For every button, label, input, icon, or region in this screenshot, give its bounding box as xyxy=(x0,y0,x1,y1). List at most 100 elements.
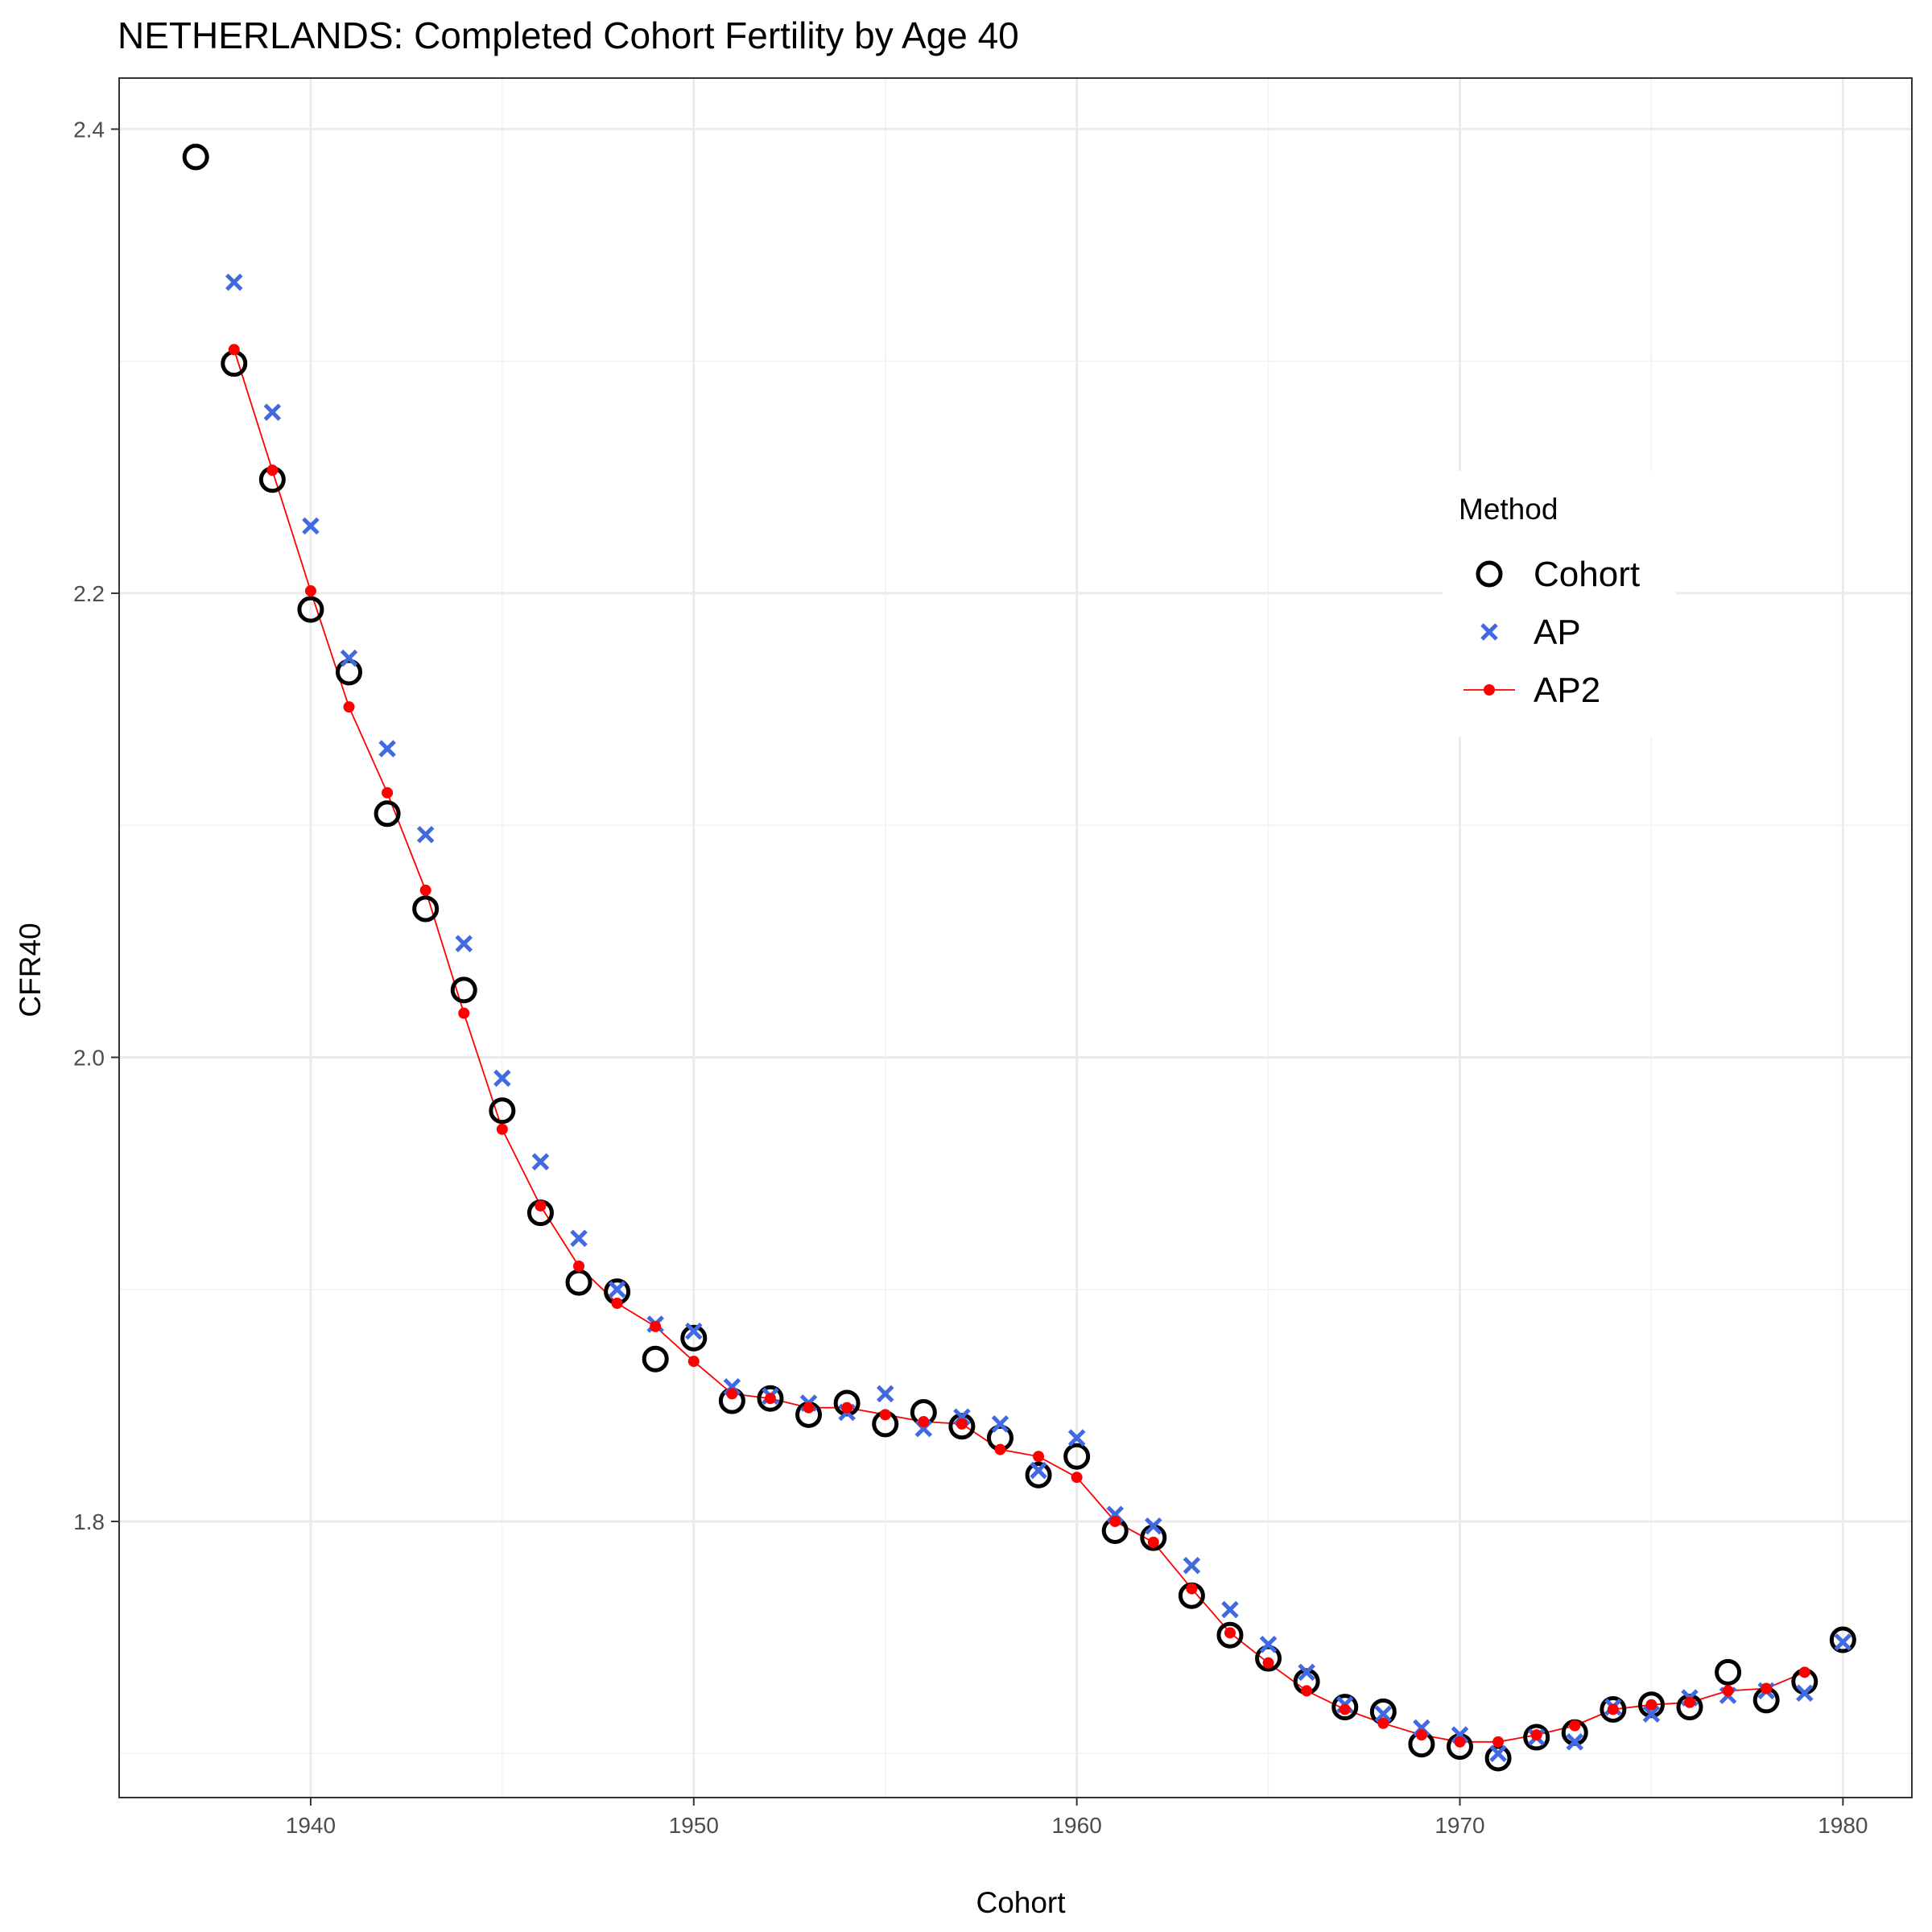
cohort-point xyxy=(1063,1443,1091,1470)
ap2-point xyxy=(841,1402,853,1414)
cohort-point xyxy=(1523,1724,1550,1751)
x-tick-label: 1980 xyxy=(1818,1813,1868,1838)
legend-label: AP xyxy=(1534,613,1581,652)
ap2-point xyxy=(726,1388,738,1400)
ap2-point xyxy=(650,1320,662,1332)
ap2-point xyxy=(535,1199,547,1212)
ap-point xyxy=(1374,1705,1393,1723)
ap-point xyxy=(1795,1684,1814,1703)
ap2-point xyxy=(266,464,279,477)
legend-label: Cohort xyxy=(1534,555,1640,594)
ap-point xyxy=(531,1153,550,1170)
ap2-point xyxy=(1492,1736,1505,1748)
cohort-point xyxy=(642,1345,669,1373)
cohort-point xyxy=(757,1385,784,1412)
series-layer xyxy=(182,143,1856,1772)
cohort-point xyxy=(1600,1695,1627,1723)
ap-point xyxy=(1298,1663,1315,1682)
ap-point xyxy=(1183,1556,1201,1575)
y-tick-label: 2.4 xyxy=(73,117,105,142)
ap2-point xyxy=(879,1409,891,1421)
ap2-point xyxy=(1147,1536,1159,1548)
legend-background xyxy=(1443,471,1676,737)
ap2-point xyxy=(1186,1583,1198,1595)
ap2-point xyxy=(956,1418,968,1430)
ap-point xyxy=(685,1322,703,1340)
ap-point xyxy=(1067,1429,1086,1447)
legend-key-ap xyxy=(1480,623,1498,641)
ap2-point xyxy=(343,701,355,713)
ap-point xyxy=(340,649,358,667)
cohort-point xyxy=(374,800,401,828)
ap-point xyxy=(1566,1733,1584,1751)
cohort-point xyxy=(1025,1461,1052,1488)
panel-border xyxy=(118,77,1913,1798)
cohort-point xyxy=(680,1324,708,1352)
ap-point xyxy=(1834,1633,1852,1651)
ap2-point xyxy=(1033,1451,1045,1463)
legend-label: AP2 xyxy=(1534,671,1600,710)
ap2-point xyxy=(1109,1515,1121,1527)
ap2-point xyxy=(1684,1696,1696,1708)
ap-point xyxy=(302,517,320,535)
legend-item-ap2: AP2 xyxy=(1463,671,1600,710)
x-tick-label: 1940 xyxy=(286,1813,336,1838)
grid-lines xyxy=(119,78,1912,1798)
ap2-point xyxy=(918,1416,930,1428)
ap-point xyxy=(1489,1744,1507,1762)
ap-point xyxy=(263,403,282,421)
cohort-point xyxy=(412,895,440,923)
ap2-point xyxy=(803,1402,815,1414)
ap2-point xyxy=(1569,1719,1581,1732)
y-tick-label: 1.8 xyxy=(73,1509,105,1534)
chart-title: NETHERLANDS: Completed Cohort Fertility … xyxy=(118,14,1019,56)
cohort-point xyxy=(182,143,209,171)
ap-point xyxy=(493,1069,511,1088)
ap2-point xyxy=(764,1393,776,1405)
ap2-point xyxy=(1607,1703,1619,1715)
y-tick-label: 2.0 xyxy=(73,1045,105,1070)
ap2-point xyxy=(1339,1703,1351,1715)
ap-point xyxy=(1145,1517,1162,1535)
x-tick-label: 1970 xyxy=(1435,1813,1484,1838)
ap2-point xyxy=(1530,1729,1542,1741)
legend-title: Method xyxy=(1459,493,1558,526)
ap2-point xyxy=(1454,1736,1466,1748)
ap2-point xyxy=(1645,1699,1657,1711)
x-axis-label: Cohort xyxy=(976,1886,1066,1919)
ap-point xyxy=(608,1280,626,1298)
legend-item-ap: AP xyxy=(1480,613,1581,652)
ap2-point xyxy=(687,1356,700,1368)
cohort-point xyxy=(1715,1658,1742,1686)
ap2-point xyxy=(496,1123,508,1135)
ap-point xyxy=(1221,1600,1239,1619)
ap-point xyxy=(876,1385,894,1403)
ap2-point xyxy=(419,884,431,896)
ap2-point xyxy=(1262,1657,1274,1669)
ap2-point xyxy=(1798,1666,1810,1678)
ap2-point xyxy=(994,1443,1006,1455)
y-tick-label: 2.2 xyxy=(73,581,105,606)
ap2-point xyxy=(1722,1685,1734,1697)
plot-area xyxy=(119,78,1912,1798)
plot-panel xyxy=(119,78,1912,1798)
ap-point xyxy=(416,825,435,844)
cohort-point xyxy=(1331,1694,1359,1721)
ap-point xyxy=(991,1415,1009,1433)
ap-point xyxy=(1030,1461,1047,1480)
ap2-point xyxy=(1377,1717,1389,1729)
ap2-point xyxy=(458,1007,470,1019)
y-axis-label: CFR40 xyxy=(14,923,47,1017)
cohort-point xyxy=(1829,1626,1856,1653)
ap2-point xyxy=(304,585,316,597)
cohort-point xyxy=(1216,1621,1244,1649)
ap-point xyxy=(1642,1705,1661,1723)
ap-point xyxy=(455,935,473,952)
ap2-point xyxy=(1415,1729,1427,1741)
legend-key-ap2 xyxy=(1463,684,1515,696)
ap-point xyxy=(225,273,243,291)
x-tick-label: 1950 xyxy=(669,1813,719,1838)
legend: Method Cohort AP AP2 xyxy=(1443,471,1676,737)
x-tick-label: 1960 xyxy=(1051,1813,1101,1838)
